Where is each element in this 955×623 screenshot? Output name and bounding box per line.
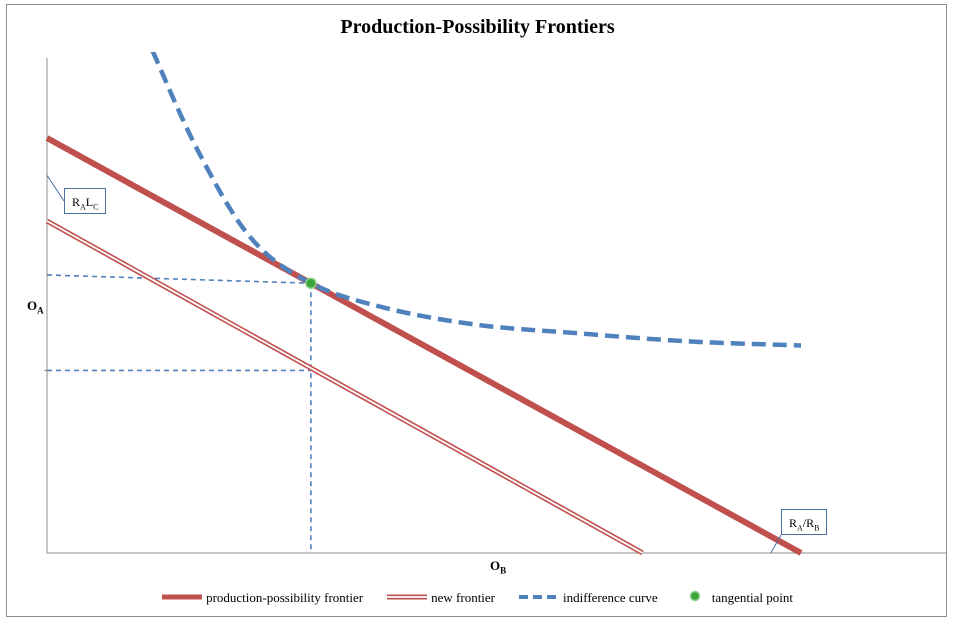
reference-line-0	[46, 274, 311, 285]
series-indifference-curve	[150, 52, 802, 348]
callout-leader-1	[770, 534, 782, 554]
callout-text: R	[789, 516, 798, 530]
callout-leader-0	[46, 175, 65, 202]
legend-label: indifference curve	[563, 590, 658, 605]
legend-item-production-possibility-frontier: production-possibility frontier	[162, 590, 363, 606]
series-production-possibility-frontier	[45, 135, 803, 556]
legend-swatch	[519, 590, 560, 606]
callout-text: B	[814, 523, 820, 533]
legend-item-indifference-curve: indifference curve	[519, 590, 658, 606]
legend-swatch	[387, 590, 428, 606]
callout-ralc: RALC	[64, 188, 107, 214]
legend-item-new-frontier: new frontier	[387, 590, 495, 606]
point-tangential-point	[305, 277, 317, 289]
legend-swatch	[162, 590, 203, 606]
legend-label: tangential point	[711, 590, 793, 605]
legend-label: new frontier	[431, 590, 496, 605]
chart-title: Production-Possibility Frontiers	[340, 16, 615, 38]
callout-text: A	[80, 202, 86, 212]
legend-item-tangential-point: tangential point	[682, 590, 793, 606]
callout-text: C	[93, 202, 99, 212]
callout-text: R	[72, 195, 81, 209]
callout-ra-rb: RA/RB	[781, 509, 828, 535]
legend: production-possibility frontier new front…	[0, 590, 955, 606]
callout-text: /R	[802, 516, 815, 530]
y-axis-label: OA	[27, 298, 44, 316]
legend-swatch	[682, 590, 708, 606]
callout-text: A	[797, 523, 803, 533]
legend-label: production-possibility frontier	[206, 590, 364, 605]
callout-text: L	[85, 195, 94, 209]
series-new-frontier-inner	[46, 220, 644, 554]
x-axis-label: OB	[490, 558, 507, 576]
